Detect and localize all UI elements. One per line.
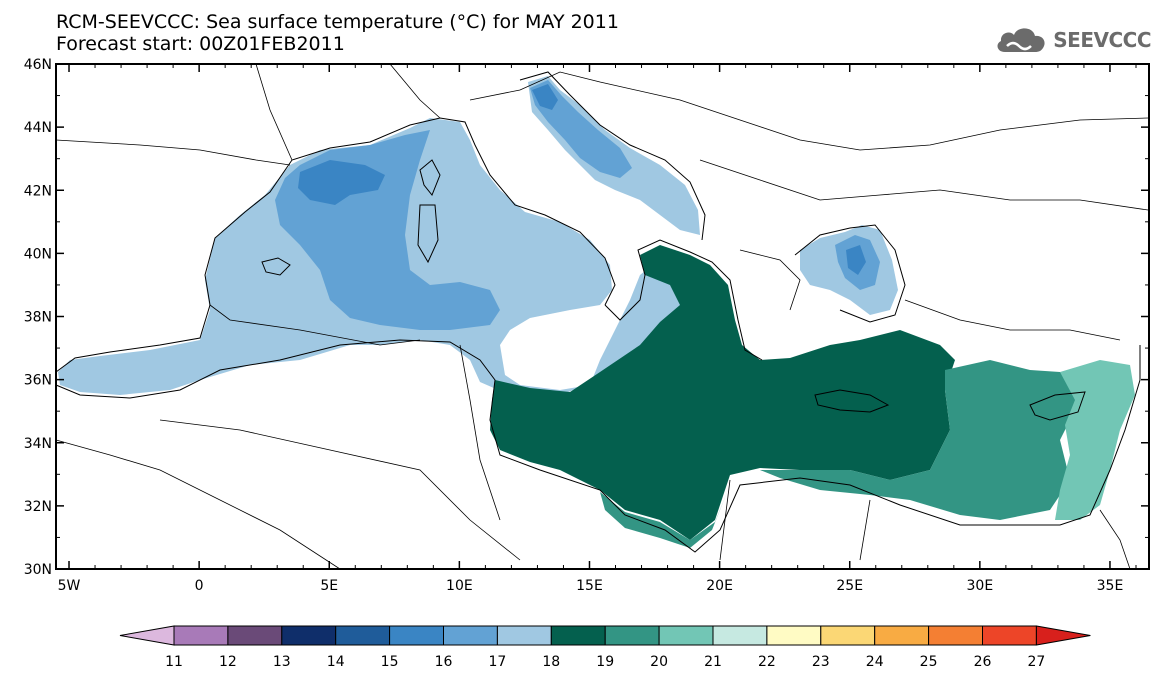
latitude-label: 42N (24, 183, 52, 199)
latitude-label: 46N (24, 57, 52, 73)
colorbar-segment (766, 625, 822, 646)
colorbar-label: 13 (273, 654, 291, 670)
longitude-label: 5W (58, 578, 81, 594)
coastlines (55, 71, 1141, 553)
colorbar-segment (604, 625, 660, 646)
colorbar-label: 12 (219, 654, 237, 670)
colorbar-segment (712, 625, 768, 646)
colorbar-label: 19 (596, 654, 614, 670)
sst-region-20-libya (600, 490, 728, 548)
colorbar-label: 25 (920, 654, 938, 670)
longitude-label: 15E (576, 578, 603, 594)
colorbar-segment (496, 625, 552, 646)
sst-region-20 (760, 360, 1080, 520)
colorbar-segment (173, 625, 229, 646)
colorbar-segment (443, 625, 498, 646)
sea-surface-temperature-field (58, 76, 1135, 548)
latitude-label: 38N (24, 310, 52, 326)
country-borders (55, 63, 1149, 570)
colorbar-label: 20 (650, 654, 668, 670)
colorbar-label: 22 (758, 654, 776, 670)
colorbar-segment (928, 625, 983, 646)
colorbar-label: 21 (704, 654, 722, 670)
colorbar-segment (550, 625, 606, 646)
colorbar-label: 27 (1027, 654, 1045, 670)
logo-text: SEEVCCC (1053, 28, 1151, 52)
latitude-label: 40N (24, 246, 52, 262)
colorbar-segment (658, 625, 714, 646)
longitude-label: 25E (836, 578, 863, 594)
colorbar-segment (335, 625, 391, 646)
colorbar-label: 24 (866, 654, 884, 670)
colorbar-label: 17 (488, 654, 506, 670)
colorbar-low-arrow (119, 625, 175, 646)
colorbar-label: 23 (812, 654, 830, 670)
colorbar-segment (227, 625, 283, 646)
cloud-icon (997, 28, 1045, 52)
colorbar-label: 16 (435, 654, 453, 670)
colorbar-labels: 11 12 13 14 15 16 17 18 19 20 21 22 23 24 25 26 27 (165, 654, 1045, 670)
colorbar-segment (874, 625, 930, 646)
colorbar-segment (820, 625, 876, 646)
longitude-label: 35E (1097, 578, 1124, 594)
latitude-labels: 46N 44N 42N 40N 38N 36N 34N 32N 30N (24, 57, 52, 578)
longitude-labels: 5W 0 5E 10E 15E 20E 25E 30E 35E (58, 578, 1124, 594)
sst-region-19 (490, 245, 955, 540)
colorbar-high-arrow (1035, 625, 1091, 646)
longitude-label: 10E (446, 578, 473, 594)
colorbar (119, 625, 1091, 646)
map-title: RCM-SEEVCCC: Sea surface temperature (°C… (56, 11, 619, 33)
sst-region-16 (298, 160, 385, 205)
longitude-label: 20E (706, 578, 733, 594)
colorbar-segment (389, 625, 445, 646)
longitude-label: 0 (195, 578, 204, 594)
colorbar-label: 11 (165, 654, 183, 670)
longitude-label: 5E (320, 578, 338, 594)
sst-region-16-adriatic (532, 84, 558, 110)
axis-ticks (56, 63, 1149, 570)
colorbar-segment (982, 625, 1037, 646)
latitude-label: 30N (24, 562, 52, 578)
colorbar-label: 14 (327, 654, 345, 670)
latitude-label: 34N (24, 436, 52, 452)
latitude-label: 32N (24, 499, 52, 515)
latitude-label: 44N (24, 120, 52, 136)
longitude-label: 30E (967, 578, 994, 594)
colorbar-label: 15 (381, 654, 399, 670)
colorbar-label: 26 (974, 654, 992, 670)
colorbar-label: 18 (542, 654, 560, 670)
forecast-start-label: Forecast start: 00Z01FEB2011 (56, 33, 345, 55)
latitude-label: 36N (24, 373, 52, 389)
sst-region-16-aegean (846, 245, 866, 275)
sst-region-21 (1055, 360, 1135, 520)
colorbar-segment (281, 625, 337, 646)
seevccc-logo: SEEVCCC (993, 24, 1151, 56)
sst-region-17-adriatic (530, 80, 632, 178)
